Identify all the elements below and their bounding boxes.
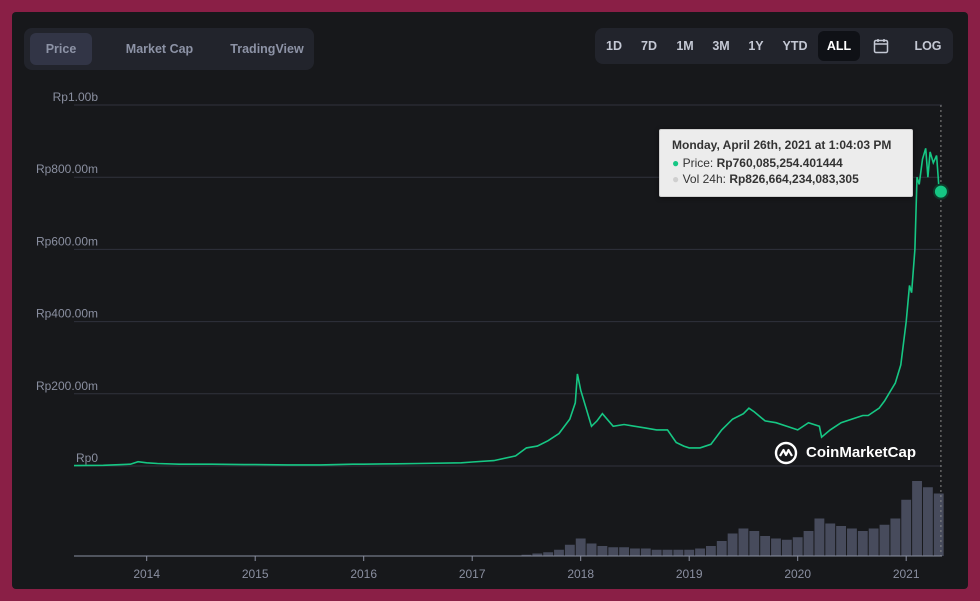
- y-tick-label: Rp600.00m: [36, 234, 98, 248]
- tooltip-volume-row: ● Vol 24h: Rp826,664,234,083,305: [672, 172, 900, 186]
- volume-bar: [575, 538, 586, 556]
- volume-bar: [640, 548, 651, 556]
- x-tick-label: 2019: [676, 567, 703, 581]
- range-1d-button[interactable]: 1D: [606, 39, 622, 53]
- volume-bar: [532, 553, 543, 556]
- volume-bars: [521, 481, 944, 556]
- volume-bar: [695, 548, 705, 556]
- price-line: [73, 148, 942, 467]
- range-7d-button[interactable]: 7D: [641, 39, 657, 53]
- volume-bar: [803, 531, 814, 556]
- calendar-icon: [873, 39, 889, 54]
- coinmarketcap-wordmark: CoinMarketCap: [806, 444, 917, 461]
- volume-bar: [630, 548, 640, 556]
- y-tick-label: Rp800.00m: [36, 162, 98, 176]
- range-ytd-button[interactable]: YTD: [782, 39, 808, 53]
- y-tick-label: Rp1.00b: [53, 90, 99, 104]
- y-tick-label: Rp0: [76, 451, 98, 465]
- volume-bar: [651, 549, 662, 556]
- volume-bar: [814, 518, 825, 556]
- volume-bar: [619, 547, 630, 556]
- volume-bar: [879, 524, 890, 556]
- volume-bar: [792, 537, 803, 556]
- x-tick-label: 2016: [350, 567, 377, 581]
- y-tick-label: Rp200.00m: [36, 379, 98, 393]
- volume-bar: [543, 552, 554, 556]
- volume-bar: [912, 481, 922, 556]
- volume-bar: [922, 487, 933, 556]
- range-all-button[interactable]: ALL: [818, 31, 860, 61]
- volume-bar: [771, 538, 781, 556]
- volume-bar: [825, 523, 836, 556]
- tooltip-price-value: Rp760,085,254.401444: [716, 156, 843, 170]
- tab-tradingview[interactable]: TradingView: [230, 42, 304, 56]
- volume-bar: [901, 499, 912, 556]
- volume-bar: [564, 544, 575, 556]
- volume-bar: [673, 549, 684, 556]
- tooltip-volume-label: Vol 24h:: [682, 172, 726, 186]
- volume-bar: [521, 554, 532, 556]
- tooltip-price-label: Price:: [682, 156, 714, 170]
- calendar-button[interactable]: [865, 31, 897, 61]
- volume-bar: [760, 536, 771, 556]
- range-1m-button[interactable]: 1M: [676, 39, 694, 53]
- volume-bar: [933, 493, 944, 556]
- range-1y-button[interactable]: 1Y: [748, 39, 764, 53]
- x-tick-label: 2015: [242, 567, 269, 581]
- tab-market-cap[interactable]: Market Cap: [125, 42, 194, 56]
- log-scale-button[interactable]: LOG: [914, 39, 942, 53]
- volume-bar: [705, 546, 716, 556]
- x-axis-labels: 2014 2015 2016 2017 2018 2019 2020 2021: [133, 556, 920, 581]
- tooltip-price-row: ● Price: Rp760,085,254.401444: [672, 156, 900, 170]
- volume-bar: [597, 546, 608, 556]
- volume-bar: [662, 549, 673, 556]
- volume-bar: [554, 549, 564, 556]
- tab-price[interactable]: Price: [30, 33, 92, 65]
- volume-dot-icon: ●: [672, 172, 680, 186]
- volume-bar: [836, 526, 847, 556]
- volume-bar: [781, 539, 792, 556]
- x-tick-label: 2021: [893, 567, 920, 581]
- coinmarketcap-icon: [774, 441, 798, 465]
- x-tick-label: 2018: [567, 567, 594, 581]
- chart-panel: Price Market Cap TradingView 1D 7D 1M 3M…: [12, 12, 968, 589]
- y-tick-label: Rp400.00m: [36, 307, 98, 321]
- x-tick-label: 2017: [459, 567, 486, 581]
- volume-bar: [608, 547, 619, 556]
- volume-bar: [727, 533, 738, 556]
- range-3m-button[interactable]: 3M: [712, 39, 730, 53]
- volume-bar: [857, 531, 868, 556]
- price-dot-icon: ●: [672, 156, 680, 170]
- tooltip-volume-value: Rp826,664,234,083,305: [729, 172, 859, 186]
- chart-type-tabs: Price Market Cap TradingView: [24, 28, 314, 70]
- volume-bar: [890, 518, 901, 556]
- volume-bar: [716, 541, 727, 556]
- tooltip-date: Monday, April 26th, 2021 at 1:04:03 PM: [672, 138, 892, 152]
- volume-bar: [586, 543, 597, 556]
- volume-bar: [847, 528, 857, 556]
- hover-point[interactable]: [932, 183, 949, 200]
- volume-bar: [749, 531, 760, 556]
- y-axis-labels: Rp1.00b Rp800.00m Rp600.00m Rp400.00m Rp200.…: [36, 90, 98, 465]
- time-range-selector: 1D 7D 1M 3M 1Y YTD ALL LOG: [595, 28, 953, 64]
- volume-bar: [738, 528, 749, 556]
- x-tick-label: 2020: [784, 567, 811, 581]
- price-tooltip: Monday, April 26th, 2021 at 1:04:03 PM ●…: [659, 129, 913, 197]
- volume-bar: [684, 549, 695, 556]
- x-tick-label: 2014: [133, 567, 160, 581]
- volume-bar: [868, 528, 879, 556]
